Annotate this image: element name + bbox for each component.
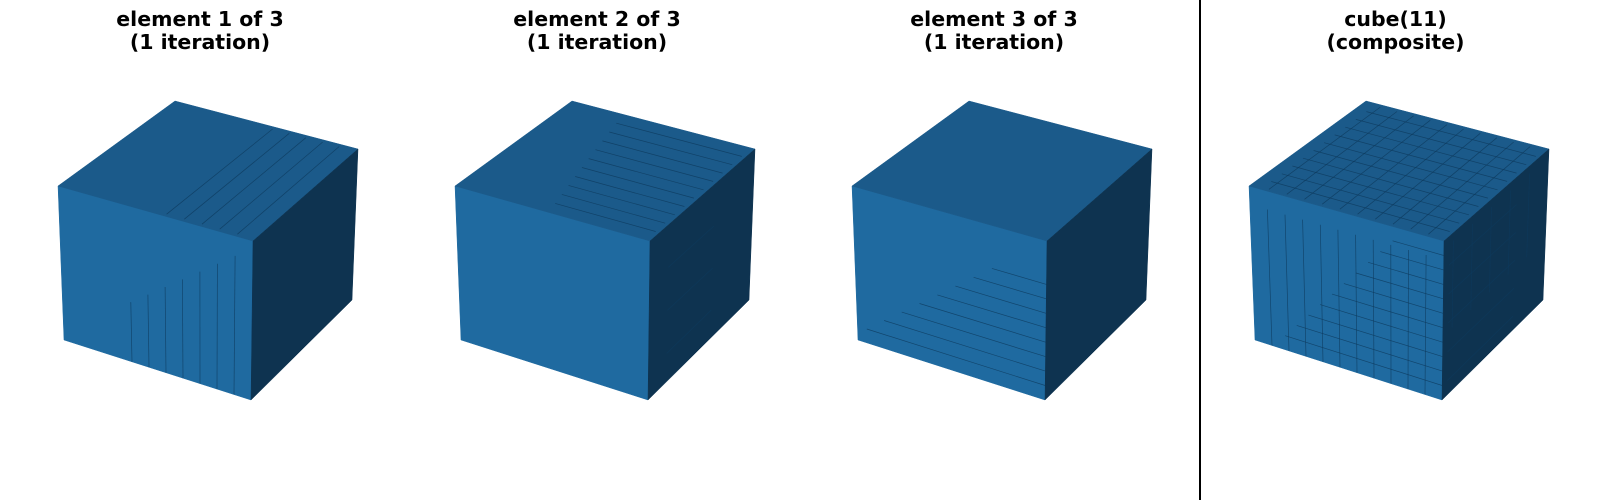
grid-line xyxy=(1302,157,1479,207)
grid-line xyxy=(575,176,685,207)
grid-line xyxy=(1507,190,1511,275)
cube-face-right xyxy=(250,148,359,401)
grid-line xyxy=(1526,173,1530,258)
grid-line xyxy=(1319,224,1324,362)
panel-element-2: element 2 of 3 (1 iteration) xyxy=(397,0,797,500)
grid-line xyxy=(883,320,1046,372)
grid-line xyxy=(1308,314,1443,357)
panel-title: cube(11) (composite) xyxy=(1191,8,1600,54)
grid-line xyxy=(866,328,1046,386)
grid-line xyxy=(1313,150,1488,199)
grid-line xyxy=(1407,249,1409,390)
grid-line xyxy=(991,268,1047,285)
panel-title: element 1 of 3 (1 iteration) xyxy=(0,8,400,54)
panel-divider xyxy=(1199,0,1201,500)
grid-line xyxy=(1355,272,1444,300)
grid-line xyxy=(919,303,1046,343)
grid-line xyxy=(1448,232,1517,295)
cube-face-right xyxy=(647,148,756,401)
panel-title-line2: (1 iteration) xyxy=(526,30,668,54)
grid-line xyxy=(201,137,307,225)
grid-line xyxy=(1355,234,1358,373)
grid-line xyxy=(1324,142,1498,191)
grid-line xyxy=(1368,261,1444,285)
grid-line xyxy=(568,185,675,216)
cube-composite xyxy=(1248,100,1550,401)
cube-element-1 xyxy=(57,100,359,401)
grid-line xyxy=(1331,293,1444,329)
grid-line xyxy=(561,194,666,224)
panel-title-line2: (1 iteration) xyxy=(923,30,1065,54)
grid-line xyxy=(1271,181,1450,232)
grid-line xyxy=(1296,325,1443,372)
panel-title-line2: (composite) xyxy=(1326,30,1465,54)
grid-line xyxy=(1366,111,1536,157)
cube-element-2 xyxy=(454,100,756,401)
grid-line xyxy=(1447,287,1515,352)
grid-line xyxy=(1319,304,1443,343)
grid-line xyxy=(1428,146,1531,235)
grid-line xyxy=(1345,126,1517,174)
grid-line xyxy=(595,149,714,182)
grid-line xyxy=(1292,165,1469,216)
grid-line xyxy=(616,122,742,157)
cube-element-3 xyxy=(851,100,1153,401)
grid-line xyxy=(184,133,290,220)
cube-face-right xyxy=(1441,148,1550,401)
grid-line xyxy=(1334,134,1508,182)
panel-title: element 2 of 3 (1 iteration) xyxy=(397,8,797,54)
panel-title: element 3 of 3 (1 iteration) xyxy=(794,8,1194,54)
grid-line xyxy=(1470,223,1473,311)
grid-line xyxy=(973,276,1047,300)
grid-line xyxy=(901,311,1046,357)
grid-line xyxy=(130,302,133,362)
panel-title-line1: element 1 of 3 xyxy=(116,7,284,31)
grid-line xyxy=(1447,315,1514,381)
panel-composite: cube(11) (composite) xyxy=(1191,0,1600,500)
grid-line xyxy=(937,294,1047,329)
grid-line xyxy=(1448,204,1517,266)
grid-line xyxy=(1267,209,1273,346)
grid-line xyxy=(1489,206,1492,293)
panel-title-line2: (1 iteration) xyxy=(129,30,271,54)
grid-line xyxy=(1451,240,1454,328)
grid-line xyxy=(219,141,323,230)
grid-line xyxy=(1355,119,1527,166)
panel-element-3: element 3 of 3 (1 iteration) xyxy=(794,0,1194,500)
grid-line xyxy=(233,255,236,395)
panel-title-line1: cube(11) xyxy=(1344,7,1447,31)
grid-line xyxy=(667,267,713,311)
grid-line xyxy=(182,279,184,379)
panel-title-line1: element 3 of 3 xyxy=(910,7,1078,31)
grid-line xyxy=(1281,173,1460,224)
grid-line xyxy=(555,203,656,232)
grid-line xyxy=(1285,335,1443,386)
grid-line xyxy=(1424,254,1427,395)
cube-face-right xyxy=(1044,148,1153,401)
grid-line xyxy=(609,131,733,166)
grid-line xyxy=(237,146,340,235)
grid-line xyxy=(667,225,715,268)
grid-line xyxy=(602,140,723,174)
grid-line xyxy=(147,294,150,368)
grid-line xyxy=(166,128,273,215)
grid-line xyxy=(1392,240,1444,256)
grid-line xyxy=(1302,219,1307,357)
grid-line xyxy=(1447,260,1516,324)
grid-line xyxy=(1337,229,1341,368)
grid-line xyxy=(955,285,1047,314)
panel-title-line1: element 2 of 3 xyxy=(513,7,681,31)
grid-line xyxy=(1343,283,1444,314)
grid-line xyxy=(1284,214,1290,351)
grid-line xyxy=(581,167,694,199)
panel-element-1: element 1 of 3 (1 iteration) xyxy=(0,0,400,500)
grid-line xyxy=(1372,239,1375,379)
grid-line xyxy=(164,286,167,373)
grid-line xyxy=(588,158,704,191)
grid-line xyxy=(666,309,712,354)
